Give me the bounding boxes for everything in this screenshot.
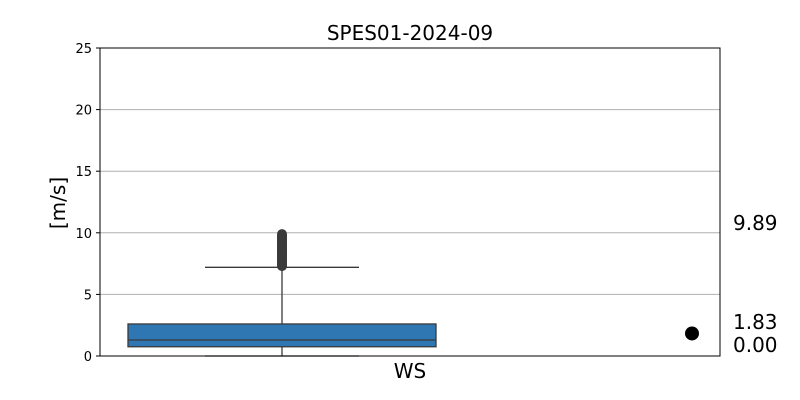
y-tick-label-5: 5 <box>84 288 92 303</box>
mean-marker <box>685 326 699 341</box>
iqr-box <box>127 323 437 348</box>
chart-title: SPES01-2024-09 <box>327 21 493 45</box>
plot-frame <box>99 47 721 357</box>
outlier-point-26 <box>277 229 287 240</box>
annotation-min: 0.00 <box>733 333 778 357</box>
annotation-mean: 1.83 <box>733 310 778 334</box>
y-axis-label: [m/s] <box>46 177 70 229</box>
y-tick-label-10: 10 <box>75 227 92 242</box>
y-tick-label-25: 25 <box>75 42 92 57</box>
y-tick-label-20: 20 <box>75 104 92 119</box>
y-tick-label-15: 15 <box>75 165 92 180</box>
x-tick-label-ws: WS <box>394 359 426 383</box>
annotation-max: 9.89 <box>733 211 778 235</box>
y-tick-label-0: 0 <box>84 350 92 365</box>
